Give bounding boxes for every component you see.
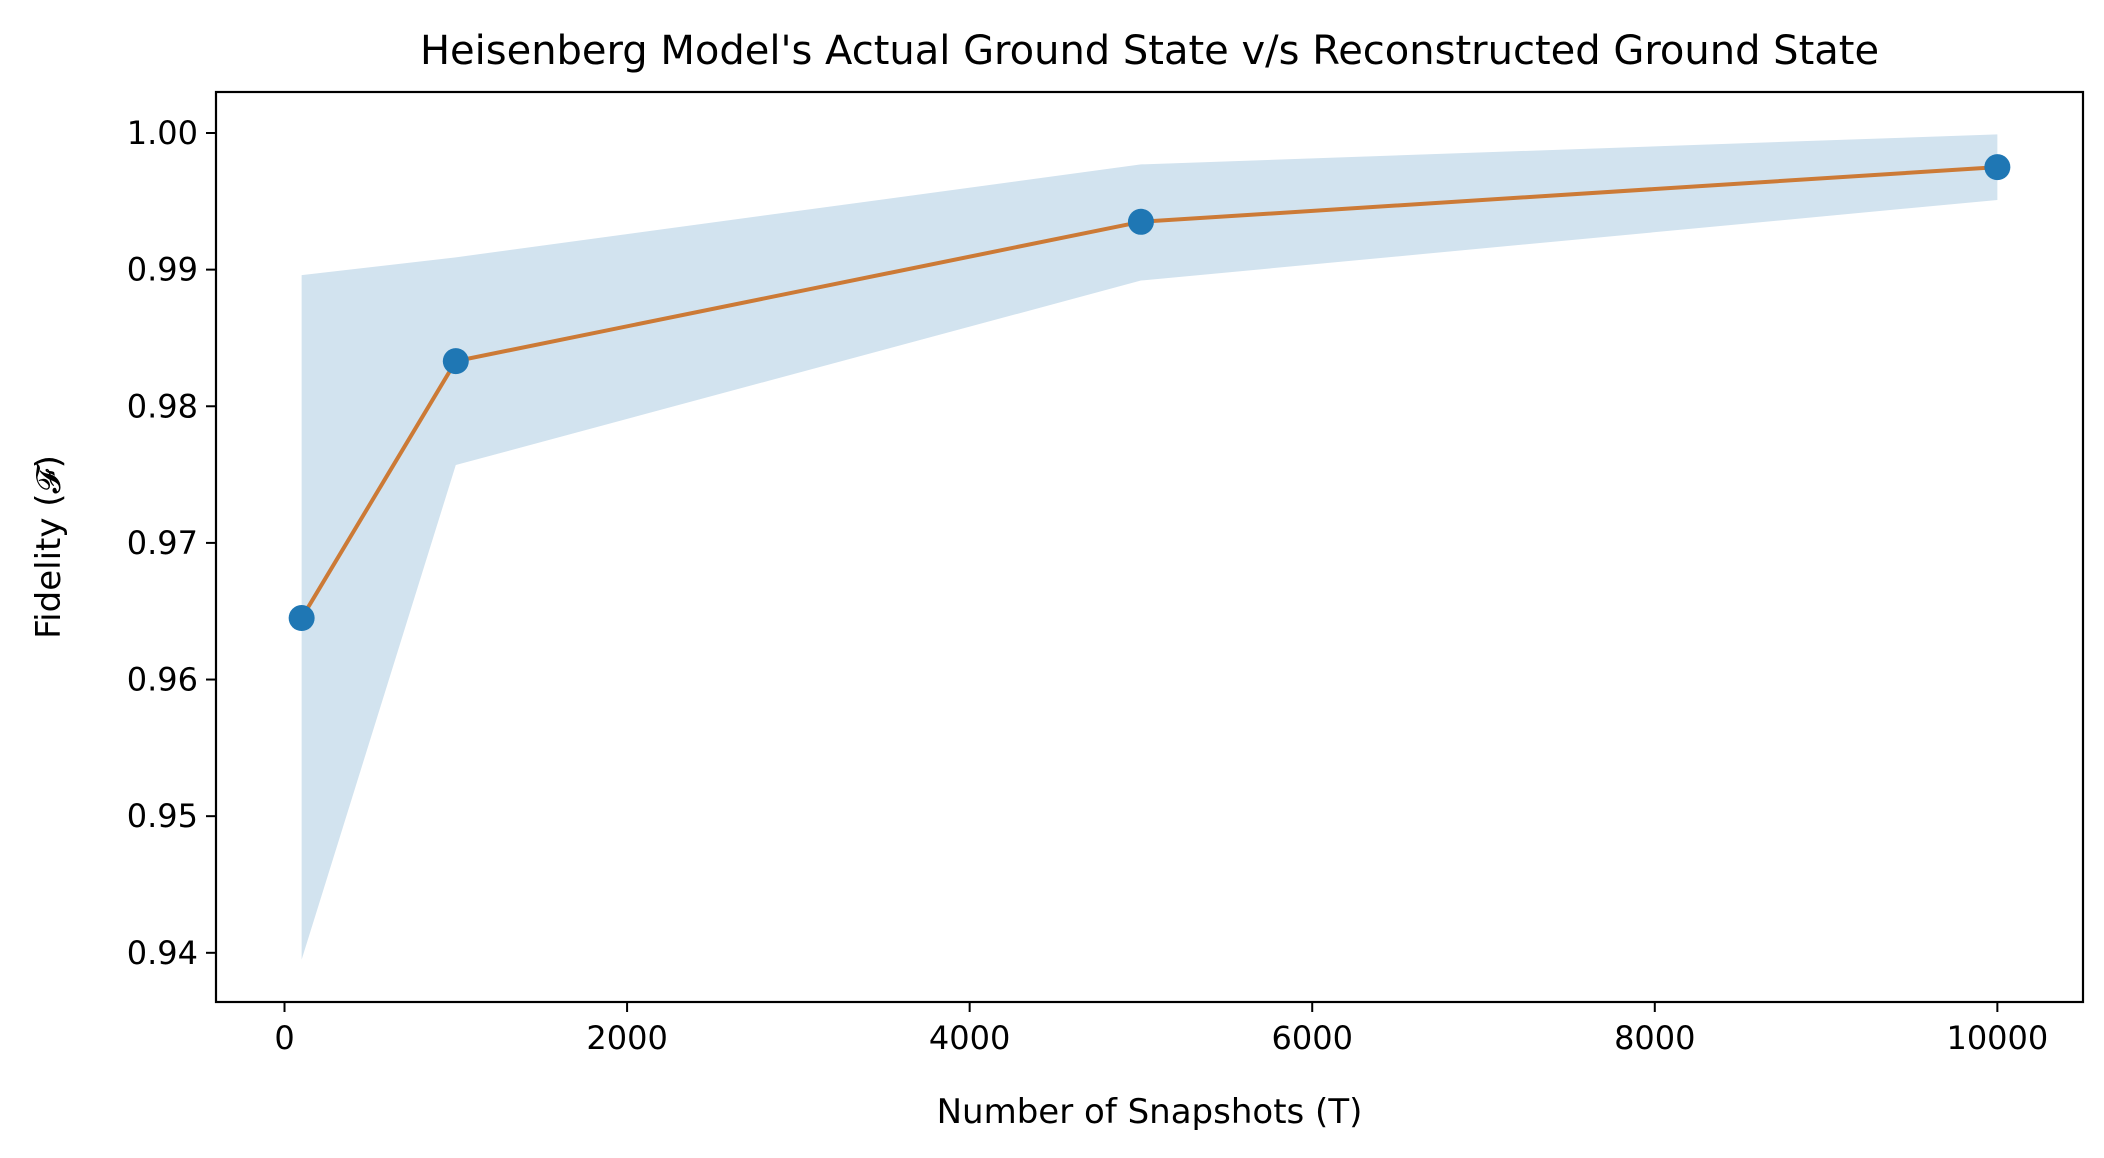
x-tick-label: 4000 <box>929 1019 1010 1057</box>
x-tick-label: 2000 <box>586 1019 667 1057</box>
fidelity-line <box>299 165 1998 620</box>
y-tick-label: 1.00 <box>127 114 198 152</box>
data-point <box>442 348 469 375</box>
y-axis-label: Fidelity (𝓕) <box>29 455 69 639</box>
y-tick-label: 0.98 <box>127 387 198 425</box>
confidence-band <box>301 134 1998 960</box>
y-axis: 0.94 0.95 0.96 0.97 0.98 0.99 1.00 <box>127 114 216 972</box>
x-tick-label: 8000 <box>1614 1019 1695 1057</box>
y-tick-label: 0.96 <box>127 661 198 699</box>
chart-title: Heisenberg Model's Actual Ground State v… <box>420 28 1879 74</box>
x-tick-label: 10000 <box>1946 1019 2048 1057</box>
x-axis: 0 2000 4000 6000 8000 10000 <box>274 1002 2048 1057</box>
x-tick-label: 0 <box>274 1019 294 1057</box>
plot-area <box>288 134 2011 960</box>
y-tick-label: 0.97 <box>127 524 198 562</box>
data-point <box>1127 208 1154 235</box>
y-tick-label: 0.95 <box>127 797 198 835</box>
y-tick-label: 0.99 <box>127 251 198 289</box>
x-axis-label: Number of Snapshots (T) <box>937 1092 1363 1132</box>
x-tick-label: 6000 <box>1272 1019 1353 1057</box>
data-point <box>1984 154 2011 181</box>
data-point <box>288 605 315 632</box>
y-tick-label: 0.94 <box>127 934 198 972</box>
plot-frame <box>214 90 2085 1004</box>
